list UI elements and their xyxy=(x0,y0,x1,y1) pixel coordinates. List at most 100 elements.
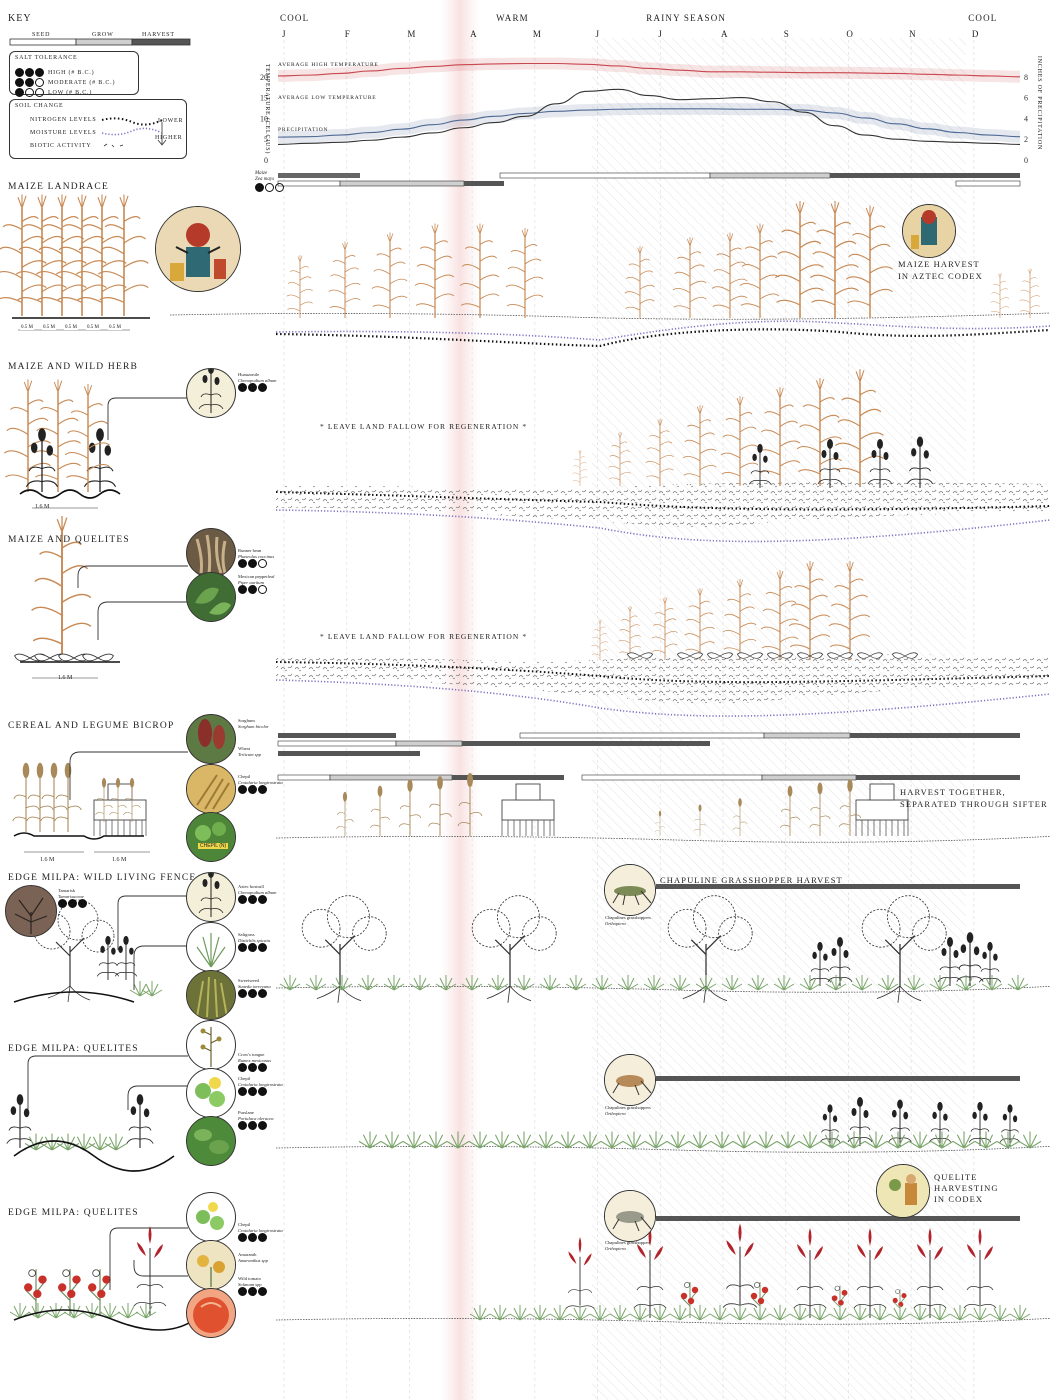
dot-filled xyxy=(35,68,44,77)
vignette-ground xyxy=(12,317,195,1331)
tamarisk-circle xyxy=(5,885,57,937)
dot-filled xyxy=(248,1087,257,1096)
green-herb xyxy=(104,1132,128,1151)
species-sweetweed-tolerance xyxy=(238,989,271,1000)
spacing-bicrop-1: 1.6 M xyxy=(40,857,55,863)
species-bostrull-common: Aztec bostrull xyxy=(238,884,264,889)
green-herb xyxy=(556,1130,580,1149)
key-timeline-bar xyxy=(9,38,191,46)
dot-empty xyxy=(258,585,267,594)
species-crows-tongue-tolerance xyxy=(238,1063,271,1074)
annotation-chapuline: CHAPULINE GRASSHOPPER HARVEST xyxy=(660,875,843,885)
annotation-quelite-codex-line2: HARVESTING xyxy=(934,1183,999,1193)
dot-filled xyxy=(258,895,267,904)
salt-tolerance-row: MODERATE (# B.C.) xyxy=(15,74,115,92)
aztec-codex-circle xyxy=(902,204,956,258)
fallow-note-1: * LEAVE LAND FALLOW FOR REGENERATION * xyxy=(320,422,528,431)
tomato-plant xyxy=(87,1268,112,1317)
species-sorghum-latin: Sorghum bicolor xyxy=(238,723,269,729)
species-saltgrass: Saltgrass Distichlis spicata xyxy=(238,932,270,954)
amaranth-icon xyxy=(187,1241,235,1289)
herb-plant xyxy=(6,1093,34,1149)
green-herb xyxy=(989,1304,1011,1321)
connector-lines xyxy=(27,397,188,1290)
grasshopper-circle-1 xyxy=(604,864,656,916)
chepil-circle-3 xyxy=(186,1192,236,1242)
species-crows-tongue: Crow's tongue Rumex mexicanus xyxy=(238,1052,271,1074)
y-tick-left: 10 xyxy=(260,114,268,123)
legend-grow: GROW xyxy=(92,32,114,38)
season-label: RAINY SEASON xyxy=(646,13,727,23)
species-huauzontle-common: Huauzontle xyxy=(238,372,260,377)
species-bostrull-tolerance xyxy=(238,895,276,906)
species-tamarisk-latin: Tamarixaceae xyxy=(58,893,84,899)
spacing-label: 0.5 M xyxy=(64,325,78,330)
grasshopper-timeline-1 xyxy=(656,884,1020,889)
green-herb xyxy=(331,974,353,991)
dot-filled xyxy=(238,1063,247,1072)
species-huauzontle-tolerance xyxy=(238,383,276,394)
green-herb xyxy=(487,974,509,991)
dot-empty xyxy=(275,183,284,192)
soil-change-curves xyxy=(275,320,1050,717)
series-label-low: AVERAGE LOW TEMPERATURE xyxy=(278,95,377,101)
spacing-label: 0.5 M xyxy=(108,325,122,330)
dot-filled xyxy=(258,1287,267,1296)
moisture-label: MOISTURE LEVELS xyxy=(30,130,97,136)
month-label: D xyxy=(971,29,979,39)
species-sorghum: Sorghum Sorghum bicolor xyxy=(238,718,269,729)
grasshopper-icon-2 xyxy=(605,1055,655,1105)
series-label-high: AVERAGE HIGH TEMPERATURE xyxy=(278,62,379,68)
dot-filled xyxy=(58,899,67,908)
section-title-edge-quelites-1: EDGE MILPA: QUELITES xyxy=(8,1044,139,1054)
month-label: O xyxy=(846,29,853,39)
dot-empty xyxy=(265,183,274,192)
species-tamarisk-tolerance xyxy=(58,899,88,910)
dot-filled xyxy=(258,785,267,794)
dot-filled xyxy=(248,895,257,904)
quelite-codex-circle xyxy=(876,1164,930,1218)
green-herb xyxy=(141,980,163,997)
y-axis-right-label: INCHES OF PRECIPITATION xyxy=(1036,55,1042,151)
green-herb xyxy=(974,1130,998,1149)
salt-tolerance-label: MODERATE (# B.C.) xyxy=(48,80,116,86)
green-herb xyxy=(81,1302,103,1319)
grasshopper-label-2-latin: Orthoptera xyxy=(605,1110,626,1116)
y-tick-left: 0 xyxy=(264,156,268,165)
species-chepil-common: Chepil xyxy=(238,774,251,779)
grasshopper-circle-3 xyxy=(604,1190,656,1242)
month-label: A xyxy=(720,29,728,39)
dot-filled xyxy=(258,1063,267,1072)
month-label: F xyxy=(344,29,350,39)
green-herb xyxy=(402,1130,426,1149)
season-label: COOL xyxy=(968,13,998,23)
maize-tag-latin: Zea mays xyxy=(255,177,275,182)
herb-plant xyxy=(968,1101,992,1147)
salt-tolerance-dots xyxy=(15,84,45,102)
dot-filled xyxy=(238,895,247,904)
annotation-maize-harvest-line2: IN AZTEC CODEX xyxy=(898,271,983,281)
climate-chart: 0 5 10 15 20 0 2 4 6 8 xyxy=(260,57,1028,165)
green-herb xyxy=(409,974,431,991)
dot-filled xyxy=(248,1287,257,1296)
green-herb xyxy=(529,1304,551,1321)
dot-filled xyxy=(238,1287,247,1296)
dot-filled xyxy=(238,585,247,594)
tamarisk-icon xyxy=(6,886,56,936)
runner-bean-icon xyxy=(187,529,235,577)
species-amaranth-common: Amaranth xyxy=(238,1252,257,1257)
y-tick-right: 4 xyxy=(1024,114,1028,123)
warm-season-band xyxy=(440,0,480,1400)
amaranth-circle xyxy=(186,1240,236,1290)
sweetweed-circle xyxy=(186,970,236,1020)
dot-filled xyxy=(68,899,77,908)
dot-filled xyxy=(25,78,34,87)
y-tick-right: 2 xyxy=(1024,135,1028,144)
dot-filled xyxy=(15,68,24,77)
maize-plant xyxy=(371,231,408,319)
species-pepperleaf: Mexican pepperleaf Piper auritum xyxy=(238,574,275,596)
spacing-label: 0.5 M xyxy=(86,325,100,330)
annotation-quelite-codex-line3: IN CODEX xyxy=(934,1194,984,1204)
dot-filled xyxy=(248,785,257,794)
